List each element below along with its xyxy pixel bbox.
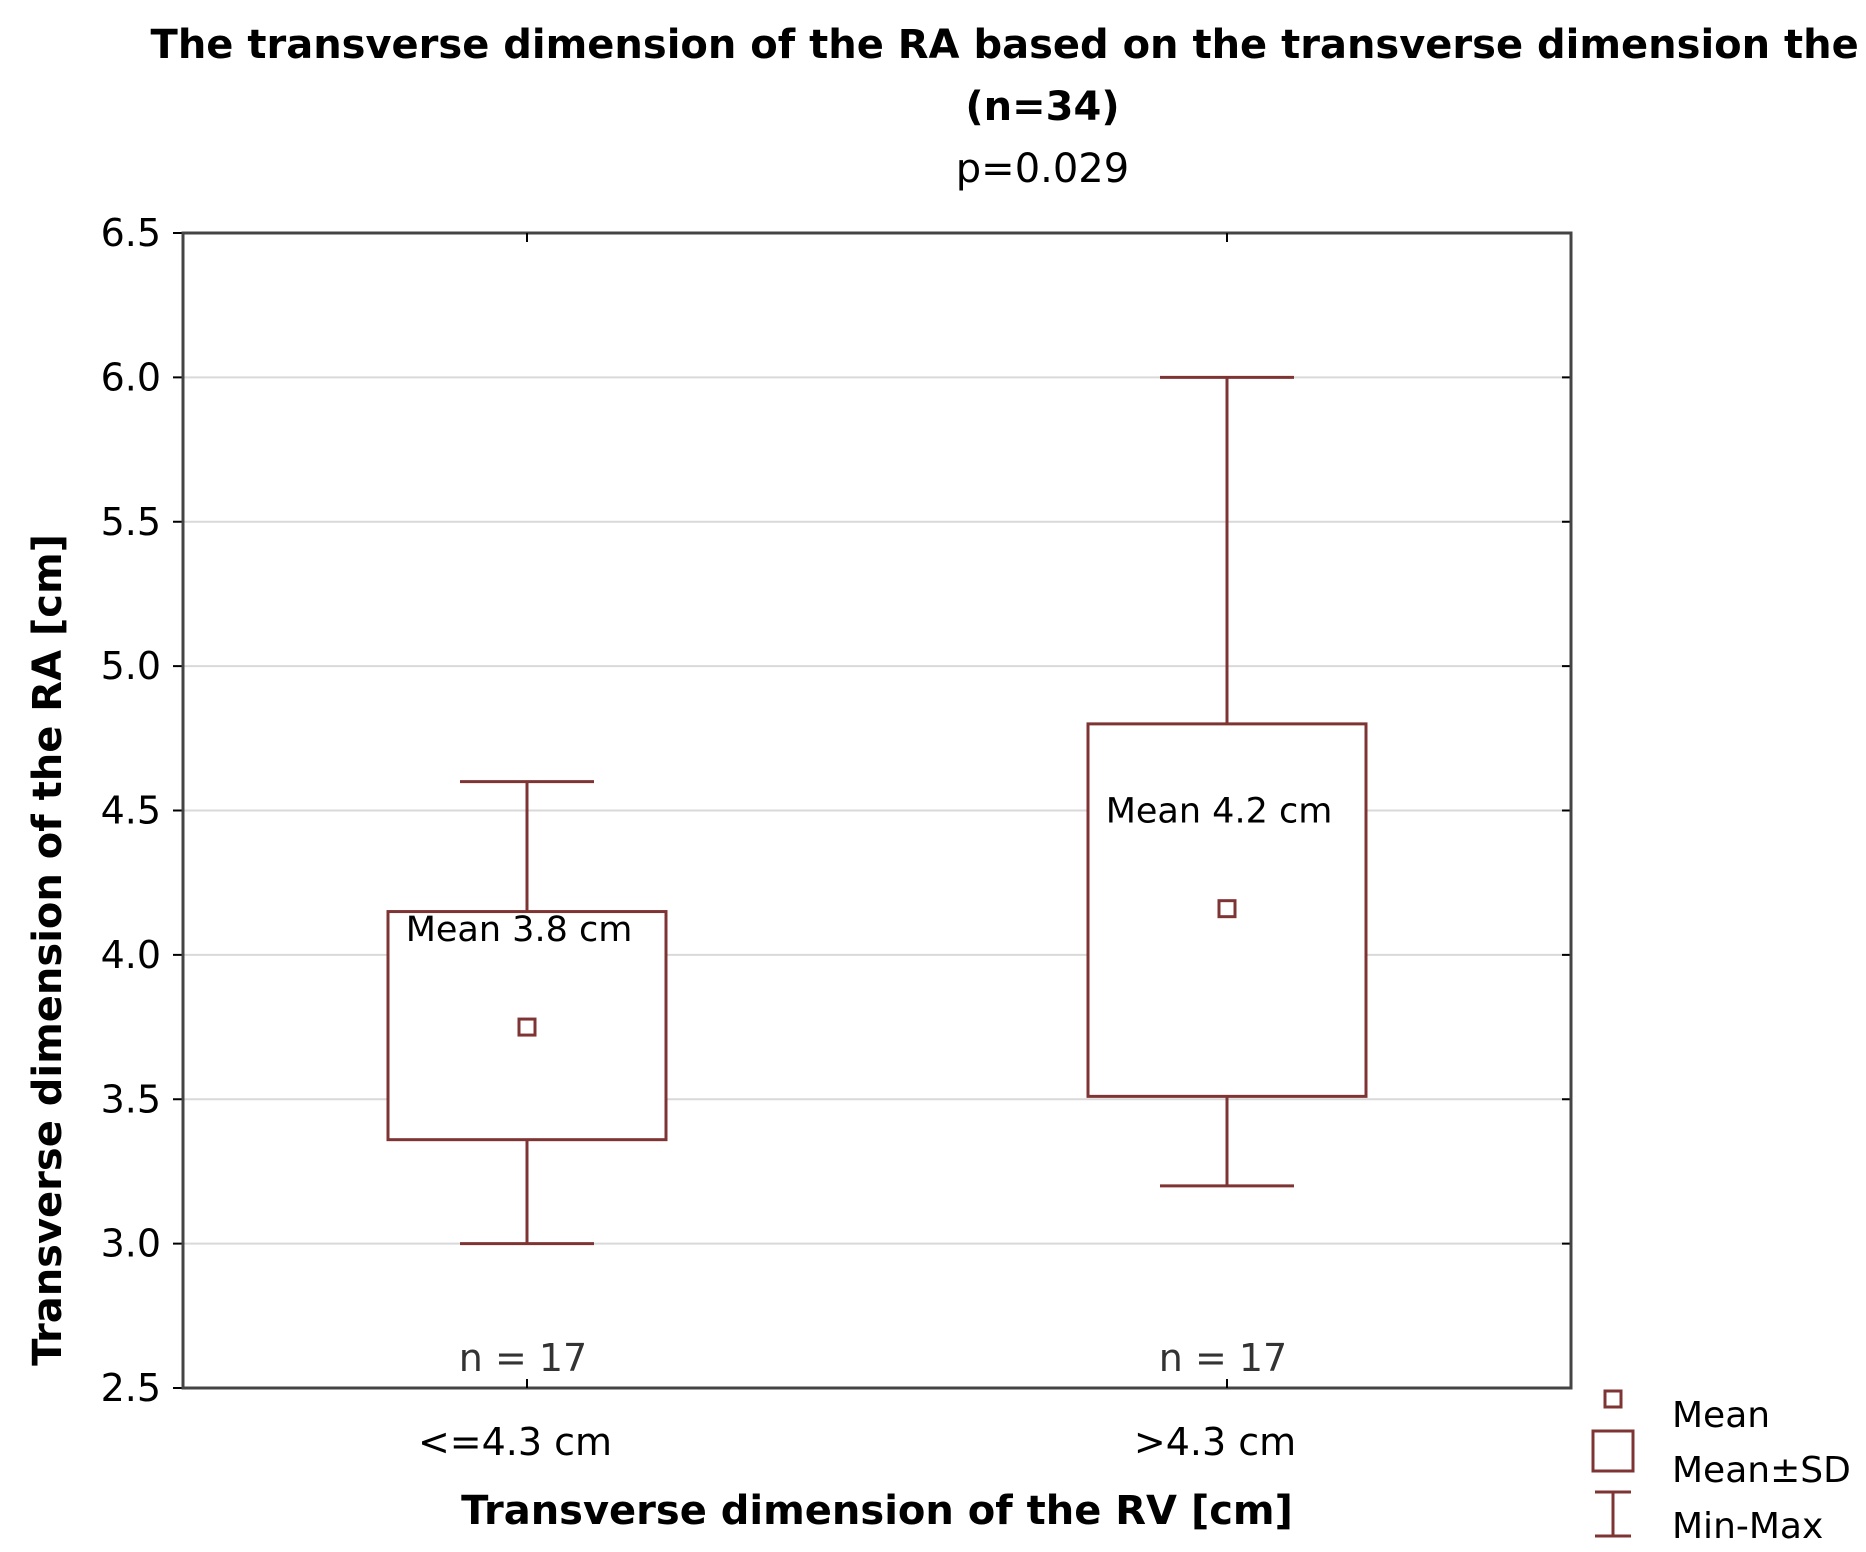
x-axis-label: Transverse dimension of the RV [cm] [461, 1488, 1293, 1534]
chart-title: The transverse dimension of the RA based… [0, 14, 1866, 200]
legend-mean-marker [1603, 1389, 1623, 1409]
x-tick-label: <=4.3 cm [418, 1420, 612, 1464]
legend-label-mean: Mean [1672, 1395, 1770, 1436]
n-label: n = 17 [1159, 1336, 1287, 1380]
x-tick-label: >4.3 cm [1134, 1420, 1296, 1464]
y-tick-label: 3.0 [101, 1222, 161, 1266]
title-line-2: (n=34) [965, 84, 1120, 130]
y-tick-label: 4.0 [101, 933, 161, 977]
mean-marker [517, 1017, 537, 1037]
y-tick-label: 6.0 [101, 355, 161, 399]
mean-marker [1217, 899, 1237, 919]
legend-sd-box [1591, 1429, 1635, 1473]
y-tick-label: 2.5 [101, 1366, 161, 1410]
plot-frame [181, 231, 1573, 1390]
y-tick-label: 6.5 [101, 211, 161, 255]
legend-label-minmax: Min-Max [1672, 1506, 1823, 1547]
mean-annotation: Mean 4.2 cm [1106, 792, 1333, 832]
y-tick-label: 5.5 [101, 500, 161, 544]
mean-annotation: Mean 3.8 cm [406, 910, 633, 950]
chart-subtitle: p=0.029 [955, 146, 1130, 192]
y-tick-label: 3.5 [101, 1077, 161, 1121]
y-tick-label: 5.0 [101, 644, 161, 688]
y-tick-label: 4.5 [101, 789, 161, 833]
n-label: n = 17 [459, 1336, 587, 1380]
title-line-1: The transverse dimension of the RA based… [150, 22, 1866, 68]
legend-label-sd: Mean±SD [1672, 1450, 1851, 1491]
